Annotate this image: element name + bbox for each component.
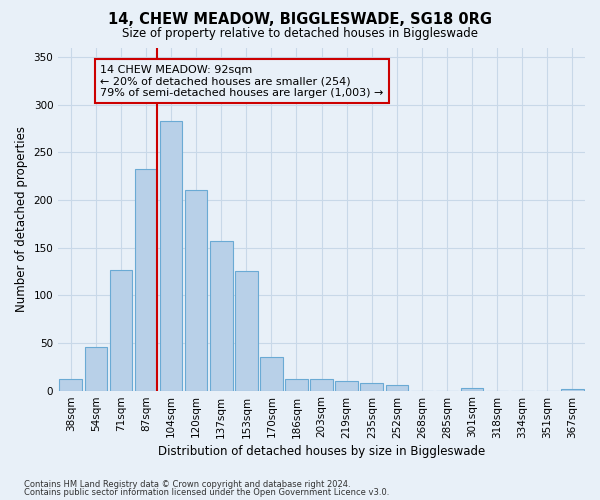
Bar (134, 170, 157, 390)
Bar (160, 121, 182, 390)
Bar (386, 385, 408, 390)
Bar (235, 272, 257, 390)
Bar (461, 388, 484, 390)
Bar (310, 379, 333, 390)
Bar (85, 346, 107, 391)
Bar (185, 190, 208, 390)
Bar (285, 379, 308, 390)
Text: 14 CHEW MEADOW: 92sqm
← 20% of detached houses are smaller (254)
79% of semi-det: 14 CHEW MEADOW: 92sqm ← 20% of detached … (100, 64, 383, 98)
Text: 14, CHEW MEADOW, BIGGLESWADE, SG18 0RG: 14, CHEW MEADOW, BIGGLESWADE, SG18 0RG (108, 12, 492, 28)
Bar (210, 241, 233, 390)
Bar (561, 388, 584, 390)
Bar (59, 379, 82, 390)
Y-axis label: Number of detached properties: Number of detached properties (15, 126, 28, 312)
Bar (361, 383, 383, 390)
X-axis label: Distribution of detached houses by size in Biggleswade: Distribution of detached houses by size … (158, 444, 485, 458)
Bar (260, 357, 283, 390)
Bar (335, 381, 358, 390)
Text: Contains HM Land Registry data © Crown copyright and database right 2024.: Contains HM Land Registry data © Crown c… (24, 480, 350, 489)
Text: Contains public sector information licensed under the Open Government Licence v3: Contains public sector information licen… (24, 488, 389, 497)
Bar (110, 270, 132, 390)
Text: Size of property relative to detached houses in Biggleswade: Size of property relative to detached ho… (122, 28, 478, 40)
